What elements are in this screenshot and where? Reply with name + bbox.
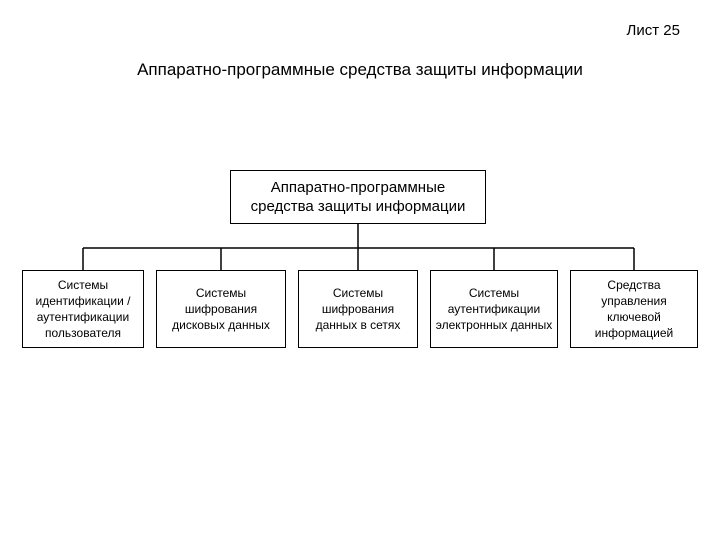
tree-root-node: Аппаратно-программные средства защиты ин… [230, 170, 486, 224]
tree-child-node: Средства управления ключевой информацией [570, 270, 698, 348]
tree-child-label: Системы идентификации / аутентификации п… [27, 277, 139, 342]
tree-child-label: Системы шифрования данных в сетях [303, 285, 413, 334]
tree-child-node: Системы идентификации / аутентификации п… [22, 270, 144, 348]
tree-child-label: Системы шифрования дисковых данных [161, 285, 281, 334]
tree-child-label: Системы аутентификации электронных данны… [435, 285, 553, 334]
tree-child-node: Системы шифрования данных в сетях [298, 270, 418, 348]
tree-child-node: Системы шифрования дисковых данных [156, 270, 286, 348]
page-number-label: Лист 25 [627, 22, 680, 39]
tree-child-label: Средства управления ключевой информацией [575, 277, 693, 342]
tree-child-node: Системы аутентификации электронных данны… [430, 270, 558, 348]
page-title: Аппаратно-программные средства защиты ин… [0, 60, 720, 80]
tree-root-label: Аппаратно-программные средства защиты ин… [241, 178, 475, 217]
